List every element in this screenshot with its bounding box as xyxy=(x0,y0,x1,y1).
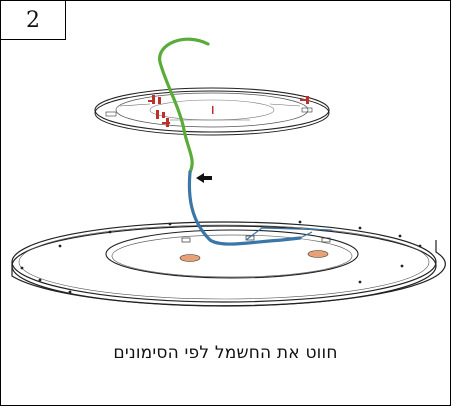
blue-wire-icon xyxy=(187,170,302,246)
knockout-left xyxy=(179,254,201,262)
green-wire-icon xyxy=(158,37,210,174)
instruction-caption: חווט את החשמל לפי הסימונים xyxy=(113,343,338,363)
mounting-plate xyxy=(94,87,330,136)
step-number: 2 xyxy=(1,1,66,40)
terminal-markers xyxy=(148,95,309,127)
arrow-left-icon xyxy=(196,173,212,183)
knockout-right xyxy=(307,250,329,258)
base-plate xyxy=(11,220,446,311)
